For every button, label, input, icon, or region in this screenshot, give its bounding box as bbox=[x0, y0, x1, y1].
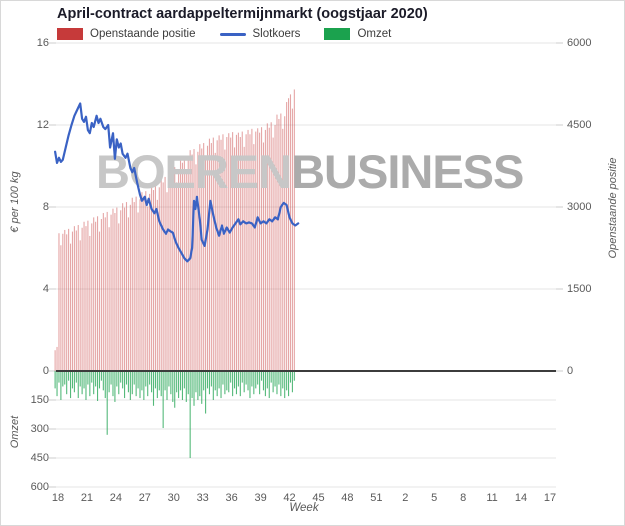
x-axis-week-tick-label: 33 bbox=[196, 492, 209, 504]
y-axis-price-tick-label: 4 bbox=[42, 283, 49, 295]
y-axis-right-tick-label: 3000 bbox=[567, 201, 592, 213]
x-axis-week-tick-label: 18 bbox=[51, 492, 65, 504]
y-axis-right-tick-label: 6000 bbox=[567, 37, 592, 49]
gridlines bbox=[49, 42, 563, 488]
legend-label: Slotkoers bbox=[252, 28, 301, 40]
y-axis-right-tick-label: 1500 bbox=[567, 283, 592, 295]
legend-label: Openstaande positie bbox=[90, 28, 196, 40]
y-axis-omzet-tick-label: 300 bbox=[30, 423, 49, 435]
left-axis-title-price: € per 100 kg bbox=[9, 171, 21, 233]
slotkoers-line-swatch-icon bbox=[219, 32, 246, 36]
x-axis-week-tick-label: 21 bbox=[80, 492, 94, 504]
x-axis-week-tick-label: 17 bbox=[543, 492, 557, 504]
x-axis-week-tick-label: 42 bbox=[283, 492, 296, 504]
y-axis-price-tick-label: 0 bbox=[42, 365, 49, 377]
legend-item-slotkoers[interactable]: Slotkoers bbox=[219, 28, 301, 40]
x-axis-week-tick-label: 11 bbox=[486, 492, 498, 504]
x-axis-week-tick-label: 30 bbox=[167, 492, 180, 504]
legend-item-openstaande-positie[interactable]: Openstaande positie bbox=[57, 28, 196, 40]
x-axis-week-tick-label: 5 bbox=[431, 492, 438, 504]
legend: Openstaande positie Slotkoers Omzet bbox=[57, 28, 391, 40]
x-axis-week-tick-label: 48 bbox=[341, 492, 354, 504]
x-axis-week-tick-label: 51 bbox=[370, 492, 383, 504]
y-axis-omzet-tick-label: 150 bbox=[30, 394, 49, 406]
y-axis-omzet-tick-label: 450 bbox=[30, 452, 49, 464]
x-axis-week-tick-label: 2 bbox=[402, 492, 409, 504]
openstaande-positie-bars bbox=[54, 89, 295, 372]
omzet-swatch-icon bbox=[324, 28, 351, 40]
x-axis-week-tick-label: 8 bbox=[460, 492, 467, 504]
x-axis-week-tick-label: 24 bbox=[109, 492, 122, 504]
watermark-part2: BUSINESS bbox=[291, 145, 523, 198]
x-axis-title: Week bbox=[289, 502, 319, 514]
legend-label: Omzet bbox=[357, 28, 392, 40]
x-axis-week-tick-label: 36 bbox=[225, 492, 238, 504]
x-axis-week-tick-label: 45 bbox=[312, 492, 325, 504]
x-axis-week-tick-label: 39 bbox=[254, 492, 267, 504]
y-axis-price-tick-label: 12 bbox=[36, 119, 49, 131]
slotkoers-line bbox=[53, 102, 300, 263]
chart-title: April-contract aardappeltermijnmarkt (oo… bbox=[57, 6, 428, 22]
openstaande-positie-swatch-icon bbox=[57, 28, 83, 40]
y-axis-right-tick-label: 0 bbox=[567, 365, 574, 377]
legend-item-omzet[interactable]: Omzet bbox=[324, 28, 391, 40]
right-axis-title: Openstaande positie bbox=[607, 157, 619, 259]
x-axis-week-tick-label: 27 bbox=[138, 492, 151, 504]
left-axis-title-omzet: Omzet bbox=[9, 415, 21, 449]
watermark: BOERENBUSINESS bbox=[96, 145, 523, 198]
y-axis-right-tick-label: 4500 bbox=[567, 119, 592, 131]
omzet-bars bbox=[54, 371, 295, 458]
y-axis-omzet-tick-label: 600 bbox=[30, 481, 49, 493]
y-axis-price-tick-label: 16 bbox=[36, 37, 49, 49]
y-axis-price-tick-label: 8 bbox=[42, 201, 49, 213]
watermark-part1: BOEREN bbox=[96, 145, 291, 198]
x-axis-week-tick-label: 14 bbox=[514, 492, 528, 504]
